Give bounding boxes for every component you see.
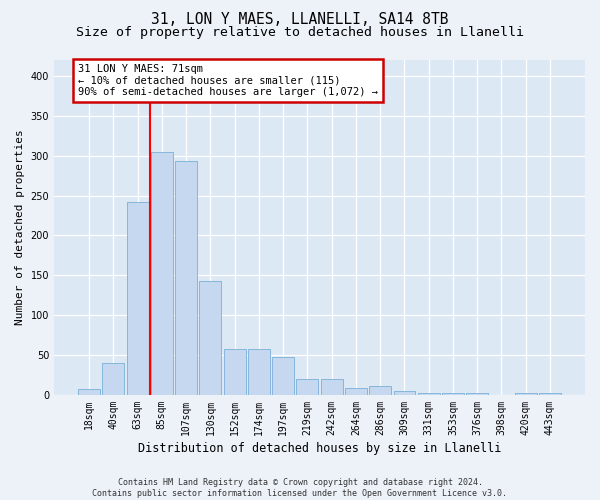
Text: Contains HM Land Registry data © Crown copyright and database right 2024.
Contai: Contains HM Land Registry data © Crown c… bbox=[92, 478, 508, 498]
Bar bbox=[466, 392, 488, 395]
Bar bbox=[151, 152, 173, 395]
Bar bbox=[418, 392, 440, 395]
Text: Size of property relative to detached houses in Llanelli: Size of property relative to detached ho… bbox=[76, 26, 524, 39]
Bar bbox=[78, 388, 100, 395]
Bar bbox=[345, 388, 367, 395]
Bar bbox=[321, 379, 343, 395]
Bar bbox=[103, 363, 124, 395]
Bar bbox=[369, 386, 391, 395]
Text: 31, LON Y MAES, LLANELLI, SA14 8TB: 31, LON Y MAES, LLANELLI, SA14 8TB bbox=[151, 12, 449, 28]
Bar bbox=[248, 350, 270, 395]
Bar bbox=[199, 281, 221, 395]
Bar bbox=[394, 391, 415, 395]
Bar bbox=[442, 392, 464, 395]
X-axis label: Distribution of detached houses by size in Llanelli: Distribution of detached houses by size … bbox=[138, 442, 501, 455]
Y-axis label: Number of detached properties: Number of detached properties bbox=[15, 130, 25, 326]
Bar bbox=[515, 392, 536, 395]
Bar bbox=[539, 392, 561, 395]
Bar bbox=[224, 350, 245, 395]
Bar bbox=[175, 162, 197, 395]
Bar bbox=[296, 379, 319, 395]
Text: 31 LON Y MAES: 71sqm
← 10% of detached houses are smaller (115)
90% of semi-deta: 31 LON Y MAES: 71sqm ← 10% of detached h… bbox=[78, 64, 378, 97]
Bar bbox=[127, 202, 149, 395]
Bar bbox=[272, 358, 294, 395]
